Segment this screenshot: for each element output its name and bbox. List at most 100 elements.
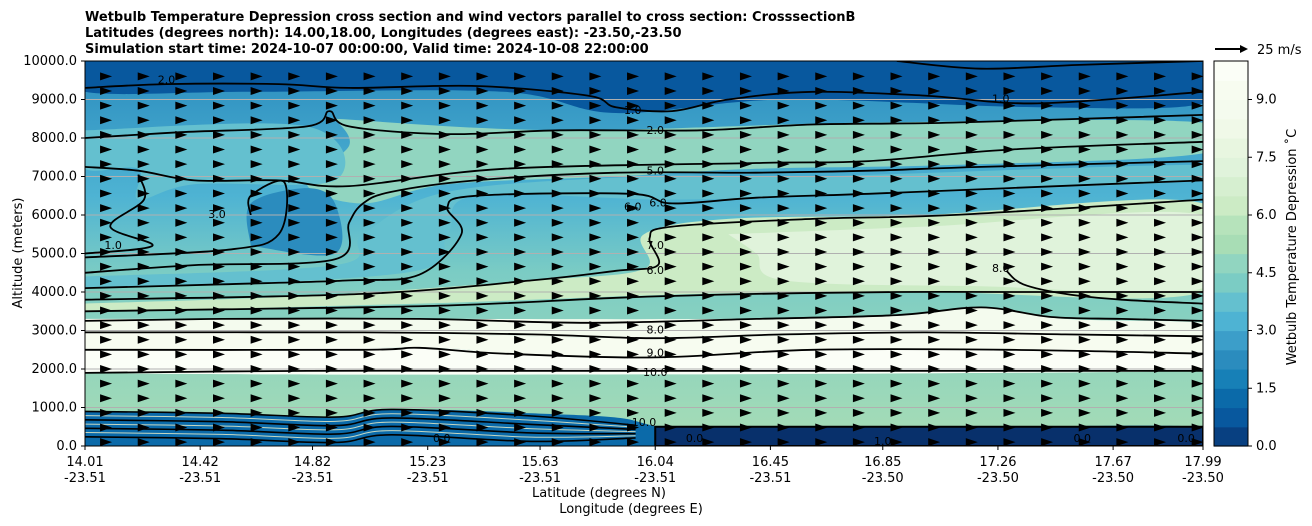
wind-vector-arrow <box>250 218 263 227</box>
wind-vector-arrow <box>928 438 941 446</box>
wind-vector-arrow <box>890 438 903 446</box>
wind-vector-arrow <box>325 306 338 315</box>
wind-vector-arrow <box>288 438 301 446</box>
wind-vector-arrow <box>401 116 414 125</box>
wind-vector-arrow <box>551 408 564 417</box>
wind-vector-arrow <box>476 423 489 432</box>
wind-vector-arrow <box>212 160 225 169</box>
wind-vector-arrow <box>438 379 451 388</box>
wind-vector-arrow <box>1078 72 1091 81</box>
wind-vector-arrow <box>438 321 451 330</box>
wind-vector-arrow <box>1003 306 1016 315</box>
wind-vector-arrow <box>1191 204 1203 213</box>
wind-vector-arrow <box>250 321 263 330</box>
x-tick-label-lon: -23.50 <box>1092 471 1134 486</box>
wind-vector-arrow <box>627 116 640 125</box>
wind-vector-arrow <box>175 306 188 315</box>
wind-vector-arrow <box>1078 204 1091 213</box>
wind-vector-arrow <box>702 394 715 403</box>
wind-vector-arrow <box>551 321 564 330</box>
wind-vector-arrow <box>627 438 640 446</box>
wind-vector-arrow <box>589 116 602 125</box>
wind-vector-arrow <box>100 247 113 256</box>
wind-vector-arrow <box>965 218 978 227</box>
wind-vector-arrow <box>476 321 489 330</box>
colorbar-segment <box>1214 61 1248 81</box>
x-tick-label-lon: -23.51 <box>634 471 676 486</box>
wind-vector-arrow <box>777 116 790 125</box>
wind-vector-arrow <box>175 174 188 183</box>
wind-vector-arrow <box>1116 116 1129 125</box>
wind-vector-arrow <box>438 291 451 300</box>
wind-vector-arrow <box>739 204 752 213</box>
y-tick-label: 8000.0 <box>32 131 78 146</box>
wind-vector-arrow <box>1003 379 1016 388</box>
wind-vector-arrow <box>702 262 715 271</box>
wind-vector-arrow <box>852 189 865 198</box>
wind-vector-arrow <box>1003 218 1016 227</box>
wind-vector-arrow <box>627 174 640 183</box>
wind-vector-arrow <box>928 101 941 110</box>
x-tick-label-lon: -23.51 <box>519 471 561 486</box>
wind-vector-arrow <box>438 335 451 344</box>
wind-vector-arrow <box>175 423 188 432</box>
colorbar-segment <box>1214 407 1248 428</box>
wind-vector-arrow <box>1116 350 1129 359</box>
wind-vector-arrow <box>928 423 941 432</box>
wind-vector-arrow <box>702 365 715 373</box>
wind-vector-arrow <box>1116 277 1129 286</box>
wind-vector-arrow <box>815 408 828 417</box>
wind-vector-arrow <box>627 204 640 213</box>
wind-vector-arrow <box>438 101 451 110</box>
wind-vector-arrow <box>1191 379 1203 388</box>
wind-vector-arrow <box>589 394 602 403</box>
wind-vector-arrow <box>852 306 865 315</box>
contour-label: 1.0 <box>874 435 892 448</box>
wind-vector-arrow <box>137 291 150 300</box>
wind-vector-arrow <box>1191 408 1203 417</box>
wind-vector-arrow <box>551 306 564 315</box>
wind-vector-arrow <box>928 233 941 242</box>
wind-vector-arrow <box>890 306 903 315</box>
wind-vector-arrow <box>1154 394 1167 403</box>
wind-vector-arrow <box>288 204 301 213</box>
wind-vector-arrow <box>137 306 150 315</box>
wind-vector-arrow <box>890 160 903 169</box>
wind-vector-arrow <box>702 174 715 183</box>
wind-vector-arrow <box>928 145 941 154</box>
contour-line <box>85 160 1203 274</box>
wind-vector-arrow <box>476 174 489 183</box>
wind-vector-arrow <box>175 438 188 446</box>
contour-label: 6.0 <box>624 200 642 213</box>
wind-vector-arrow <box>1003 101 1016 110</box>
wind-vector-arrow <box>438 306 451 315</box>
wind-vector-arrow <box>627 233 640 242</box>
wind-vector-arrow <box>175 87 188 96</box>
wind-vector-arrow <box>928 174 941 183</box>
wind-vector-arrow <box>250 87 263 96</box>
wind-vector-arrow <box>476 335 489 344</box>
x-tick-label-lat: 16.45 <box>752 455 789 470</box>
colorbar-segment <box>1214 118 1248 139</box>
contour-fill-region <box>306 118 1203 204</box>
wind-vector-arrow <box>401 438 414 446</box>
wind-vector-arrow <box>890 72 903 81</box>
wind-vector-arrow <box>627 262 640 271</box>
wind-vector-arrow <box>288 306 301 315</box>
wind-vector-arrow <box>514 204 527 213</box>
wind-vector-arrow <box>1041 204 1054 213</box>
wind-vector-arrow <box>702 277 715 286</box>
wind-vector-arrow <box>965 379 978 388</box>
wind-vector-arrow <box>777 365 790 373</box>
wind-vector-arrow <box>1154 72 1167 81</box>
wind-vector-arrow <box>1154 262 1167 271</box>
wind-vector-arrow <box>1154 145 1167 154</box>
wind-vector-arrow <box>137 160 150 169</box>
wind-vector-arrow <box>965 423 978 432</box>
contour-fill-region <box>728 211 1203 294</box>
wind-vector-arrow <box>175 262 188 271</box>
wind-vector-arrow <box>100 350 113 359</box>
wind-vector-arrow <box>1078 423 1091 432</box>
wind-vector-arrow <box>401 247 414 256</box>
y-gridlines <box>85 61 1203 446</box>
